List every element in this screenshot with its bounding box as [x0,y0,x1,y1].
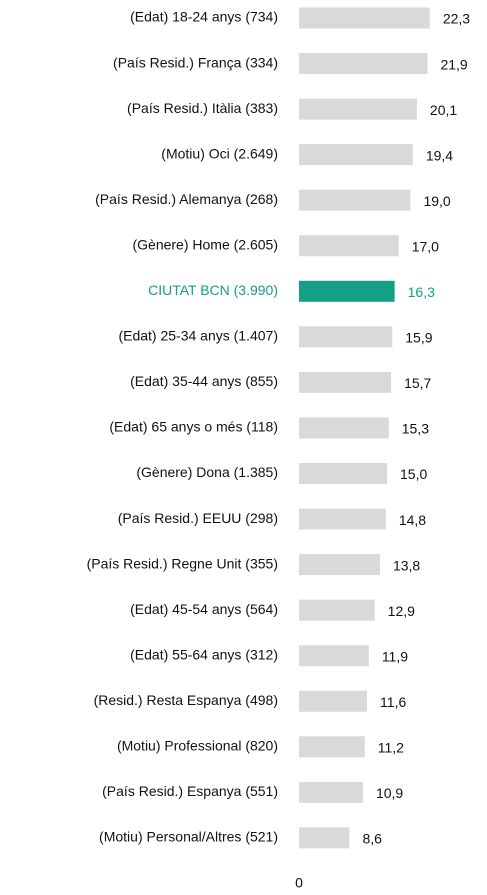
value-label: 20,1 [430,102,457,118]
category-label: (Motiu) Professional (820) [117,738,278,754]
value-label: 15,7 [404,375,431,391]
category-label: (Motiu) Oci (2.649) [161,145,278,161]
value-label: 11,6 [380,694,406,710]
bar [299,53,428,75]
value-label: 14,8 [399,512,426,528]
category-label: (País Resid.) Espanya (551) [102,783,278,799]
value-label: 19,4 [426,147,453,163]
bar [299,144,413,166]
value-label: 15,3 [402,421,429,437]
category-label: (Edat) 25-34 anys (1.407) [118,328,278,344]
category-label: (Edat) 65 anys o més (118) [109,419,278,435]
bar [299,235,399,257]
bar [299,599,375,621]
bar [299,463,387,484]
value-label: 11,9 [382,648,408,664]
category-label: (Gènere) Dona (1.385) [136,464,278,480]
value-label: 8,6 [362,831,382,847]
category-label: (Motiu) Personal/Altres (521) [99,829,278,845]
category-label: (Edat) 45-54 anys (564) [130,601,278,617]
category-label: (Gènere) Home (2.605) [132,236,278,252]
value-label: 15,9 [405,330,432,346]
value-label: 19,0 [423,193,450,209]
bar [299,371,392,393]
bar [299,98,417,120]
bar [299,326,393,348]
value-label: 13,8 [393,557,420,573]
bar [299,280,395,302]
x-tick-label: 0 [295,875,303,891]
bar [299,7,430,29]
value-label: 10,9 [376,785,403,801]
category-label: (País Resid.) França (334) [113,54,278,70]
category-label: CIUTAT BCN (3.990) [148,282,278,298]
bar [299,781,363,803]
bar [299,417,389,439]
category-label: (Resid.) Resta Espanya (498) [94,692,278,708]
value-label: 22,3 [443,11,470,27]
bar [299,736,365,758]
category-label: (País Resid.) Itàlia (383) [127,100,278,116]
value-label: 11,2 [378,740,404,756]
bar [299,690,368,712]
value-label: 21,9 [440,56,467,72]
bar [299,554,380,576]
category-label: (País Resid.) Alemanya (268) [95,191,278,207]
value-label: 15,0 [400,466,427,482]
value-label: 16,3 [408,284,435,300]
bar [299,645,369,667]
bar [299,508,386,530]
bar [299,189,411,211]
value-label: 12,9 [388,603,415,619]
category-label: (Edat) 35-44 anys (855) [130,373,278,389]
value-label: 17,0 [412,238,439,254]
category-label: (País Resid.) Regne Unit (355) [87,555,278,571]
category-label: (País Resid.) EEUU (298) [118,510,278,526]
bar [299,827,350,849]
category-label: (Edat) 55-64 anys (312) [130,646,278,662]
category-label: (Edat) 18-24 anys (734) [130,9,278,25]
